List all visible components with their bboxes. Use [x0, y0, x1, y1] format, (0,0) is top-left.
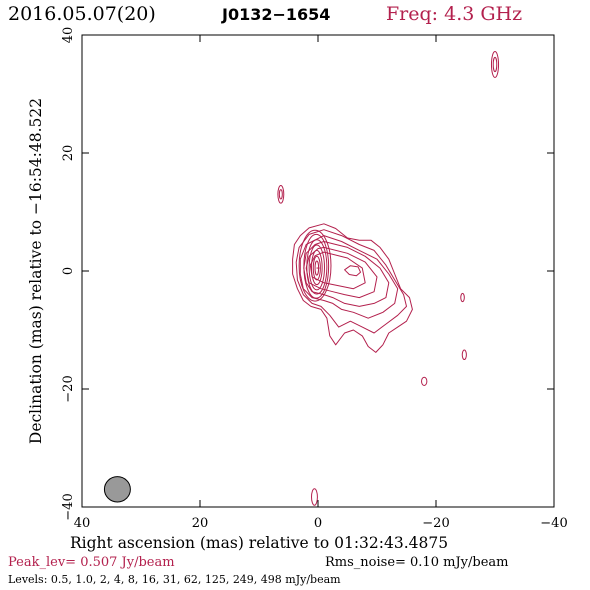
y-tick-label-2: 0 — [61, 267, 76, 275]
noise-contour-4 — [460, 292, 465, 303]
beam-ellipse — [103, 476, 131, 503]
y-tick-label-1: −20 — [61, 375, 76, 402]
x-tick-label-3: −20 — [422, 516, 449, 531]
epoch-title: 2016.05.07(20) — [8, 3, 156, 25]
jet-contour-1 — [295, 229, 407, 334]
jet-contour-2 — [299, 235, 399, 319]
x-tick-label-4: −40 — [540, 516, 567, 531]
axis-ticks — [81, 34, 555, 508]
x-tick-label-0: 40 — [74, 516, 91, 531]
jet-contour-6 — [344, 265, 361, 277]
contour-layer — [277, 51, 500, 506]
noise-contour-0 — [277, 184, 285, 204]
core-contour-1 — [312, 255, 321, 281]
contour-levels: Levels: 0.5, 1.0, 2, 4, 8, 16, 31, 62, 1… — [8, 573, 341, 586]
core-contour-2 — [311, 249, 323, 286]
x-axis-label: Right ascension (mas) relative to 01:32:… — [70, 534, 449, 552]
x-tick-label-1: 20 — [192, 516, 209, 531]
core-contour-3 — [308, 244, 325, 291]
plot-frame — [81, 34, 555, 508]
jet-contour-3 — [303, 241, 390, 307]
core-contour-5 — [303, 233, 330, 299]
noise-contour-3 — [492, 56, 498, 73]
frequency-label: Freq: 4.3 GHz — [386, 3, 523, 25]
core-contour-4 — [306, 239, 328, 295]
beam-layer — [103, 476, 131, 503]
x-tick-label-2: 0 — [314, 516, 322, 531]
peak-level: Peak_lev= 0.507 Jy/beam — [8, 555, 175, 570]
noise-contour-5 — [461, 349, 467, 360]
noise-contour-7 — [311, 488, 318, 506]
jet-contour-4 — [305, 246, 378, 299]
noise-contour-1 — [278, 189, 283, 200]
y-tick-label-4: 40 — [61, 27, 76, 44]
noise-contour-6 — [421, 376, 428, 386]
source-name: J0132−1654 — [222, 5, 331, 24]
y-tick-label-0: −40 — [61, 493, 76, 520]
core-contour-6 — [298, 229, 332, 302]
y-axis-label: Declination (mas) relative to −16:54:48.… — [27, 98, 45, 444]
rms-noise: Rms_noise= 0.10 mJy/beam — [325, 555, 509, 570]
y-tick-label-3: 20 — [61, 145, 76, 162]
noise-contour-2 — [490, 51, 500, 78]
tick-labels: 40 20 0 −20 −40 −40 −20 0 20 40 — [61, 27, 568, 531]
jet-contour-0 — [292, 223, 413, 353]
